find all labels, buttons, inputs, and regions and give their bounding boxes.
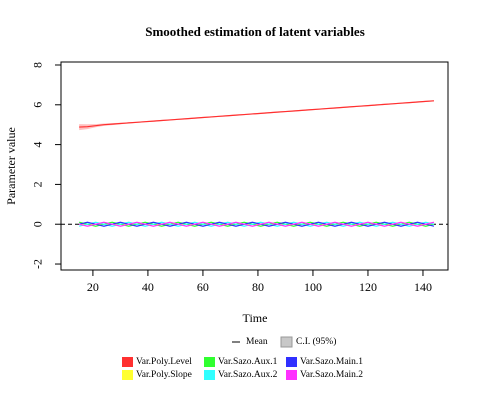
- plot-frame: [60, 61, 449, 271]
- series-line: [79, 100, 435, 128]
- x-tick-label: 20: [87, 280, 99, 294]
- legend-label: Var.Poly.Slope: [136, 370, 192, 380]
- x-tick-label: 40: [142, 280, 154, 294]
- chart-title: Smoothed estimation of latent variables: [145, 24, 365, 39]
- legend-label: Var.Sazo.Aux.1: [218, 357, 278, 367]
- x-tick-label: 120: [359, 280, 377, 294]
- y-tick-label: 0: [31, 221, 45, 227]
- legend-ci: C.I. (95%): [296, 336, 336, 347]
- x-tick-label: 140: [414, 280, 432, 294]
- legend-label: Var.Poly.Level: [136, 357, 192, 367]
- y-axis-label: Parameter value: [4, 127, 18, 205]
- y-tick-label: 2: [31, 181, 45, 187]
- legend-label: Var.Sazo.Aux.2: [218, 370, 278, 380]
- legend-key: [122, 370, 133, 380]
- legend-key: [286, 370, 297, 380]
- x-tick-label: 100: [304, 280, 322, 294]
- y-tick-label: -2: [31, 259, 45, 269]
- y-tick-label: 4: [31, 142, 45, 148]
- legend-key: [204, 357, 215, 367]
- legend-ci-key: [280, 336, 293, 348]
- x-axis-label: Time: [243, 311, 268, 325]
- series-line: [79, 221, 435, 227]
- y-tick-label: 6: [31, 102, 45, 108]
- legend-key: [286, 357, 297, 367]
- legend-mean: Mean: [246, 337, 268, 347]
- legend-key: [204, 370, 215, 380]
- legend-key: [122, 357, 133, 367]
- legend-label: Var.Sazo.Main.2: [300, 370, 363, 380]
- series-line: [79, 221, 435, 227]
- x-tick-label: 60: [197, 280, 209, 294]
- y-tick-label: 8: [31, 62, 45, 68]
- x-tick-label: 80: [252, 280, 264, 294]
- legend-label: Var.Sazo.Main.1: [300, 357, 363, 367]
